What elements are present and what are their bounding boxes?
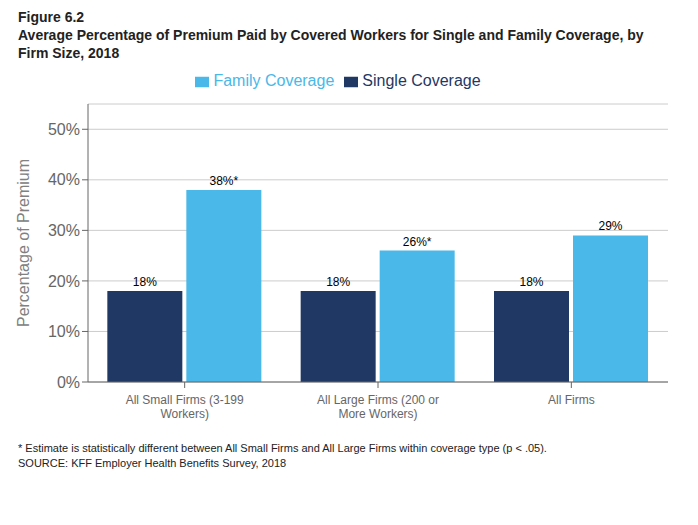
html-text:SOURCE: KFF Employer Health Be: SOURCE: KFF Employer Health Benefits Sur… — [18, 457, 287, 469]
html-text:* Estimate is statistically di: * Estimate is statistically different be… — [18, 442, 547, 454]
svg-text:All Large Firms (200 orMore Wo: All Large Firms (200 orMore Workers) — [317, 393, 439, 421]
svg-text:18%: 18% — [133, 275, 157, 289]
svg-text:38%*: 38%* — [209, 174, 238, 188]
svg-text:40%: 40% — [48, 171, 80, 188]
svg-text:0%: 0% — [57, 374, 80, 391]
svg-text:20%: 20% — [48, 273, 80, 290]
svg-text:All Small Firms (3-199Workers): All Small Firms (3-199Workers) — [126, 393, 244, 421]
svg-text:Percentage of Premium: Percentage of Premium — [15, 159, 32, 327]
html-text:Average Percentage of Premium: Average Percentage of Premium Paid by Co… — [18, 27, 644, 43]
svg-text:50%: 50% — [48, 121, 80, 138]
svg-text:29%: 29% — [598, 219, 622, 233]
svg-text:30%: 30% — [48, 222, 80, 239]
svg-text:18%: 18% — [326, 275, 350, 289]
html-text:Firm Size, 2018: Firm Size, 2018 — [18, 45, 120, 61]
html-text:Figure 6.2: Figure 6.2 — [18, 9, 85, 25]
svg-text:10%: 10% — [48, 323, 80, 340]
html-text:Single Coverage: Single Coverage — [362, 72, 481, 89]
svg-text:18%: 18% — [519, 275, 543, 289]
html-text:Family Coverage: Family Coverage — [213, 72, 335, 89]
svg-text:26%*: 26%* — [403, 235, 432, 249]
svg-text:All Firms: All Firms — [548, 393, 595, 407]
